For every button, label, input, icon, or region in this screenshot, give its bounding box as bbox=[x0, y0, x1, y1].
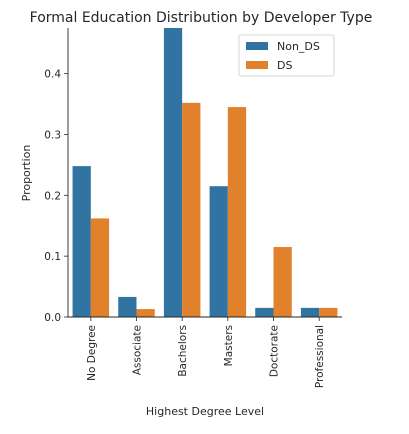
legend-label-non-ds: Non_DS bbox=[277, 40, 320, 53]
bar-non-ds-no-degree bbox=[72, 166, 91, 317]
x-axis-label: Highest Degree Level bbox=[146, 405, 264, 418]
bar-ds-associate bbox=[136, 309, 155, 317]
x-tick-label-associate: Associate bbox=[132, 325, 144, 375]
y-ticks: 0.0 0.1 0.2 0.3 0.4 bbox=[44, 69, 68, 324]
bar-non-ds-masters bbox=[209, 186, 228, 317]
bar-ds-masters bbox=[227, 107, 247, 317]
bar-ds-bachelors bbox=[182, 102, 201, 317]
y-axis-label: Proportion bbox=[20, 145, 33, 202]
y-tick-label: 0.1 bbox=[44, 251, 61, 263]
x-tick-label-doctorate: Doctorate bbox=[269, 325, 281, 377]
bars bbox=[72, 28, 338, 317]
x-tick-label-professional: Professional bbox=[314, 325, 326, 388]
legend-swatch-non-ds bbox=[246, 42, 268, 50]
bar-ds-doctorate bbox=[273, 247, 292, 317]
y-tick-label: 0.4 bbox=[44, 69, 61, 81]
x-tick-label-bachelors: Bachelors bbox=[177, 325, 189, 377]
bar-ds-professional bbox=[319, 307, 338, 317]
plot-area: 0.0 0.1 0.2 0.3 0.4 No Degree Associate Bachel… bbox=[44, 28, 342, 388]
x-ticks: No Degree Associate Bachelors Masters Doctor… bbox=[86, 317, 326, 388]
y-tick-label: 0.3 bbox=[44, 129, 61, 141]
chart-title: Formal Education Distribution by Develop… bbox=[30, 10, 373, 26]
bar-ds-no-degree bbox=[90, 218, 110, 317]
bar-non-ds-doctorate bbox=[255, 307, 274, 317]
bar-non-ds-professional bbox=[300, 307, 320, 317]
legend-label-ds: DS bbox=[277, 59, 292, 72]
x-tick-label-no-degree: No Degree bbox=[86, 325, 98, 381]
bar-non-ds-associate bbox=[118, 296, 137, 317]
bar-non-ds-bachelors bbox=[163, 28, 183, 317]
x-tick-label-masters: Masters bbox=[223, 325, 235, 366]
y-tick-label: 0.2 bbox=[44, 190, 61, 202]
legend: Non_DS DS bbox=[238, 34, 335, 77]
y-tick-label: 0.0 bbox=[44, 312, 61, 324]
legend-swatch-ds bbox=[246, 61, 268, 69]
